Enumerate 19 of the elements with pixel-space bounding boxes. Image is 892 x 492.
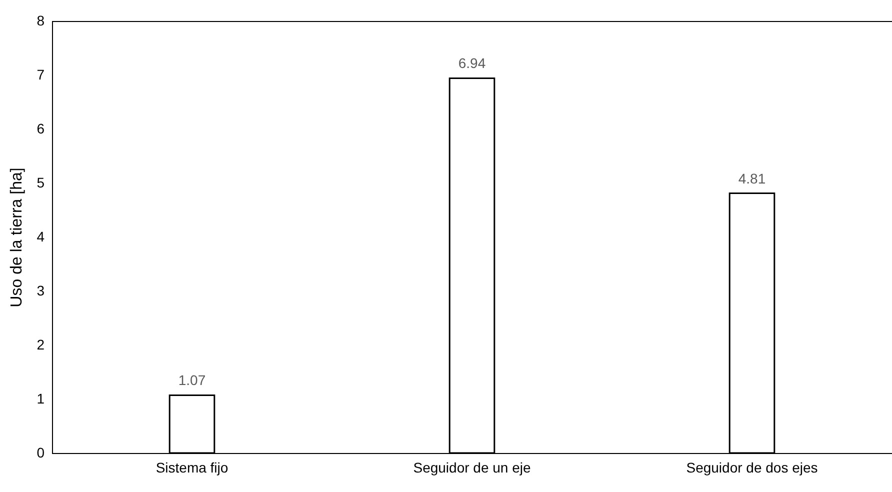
y-tick-label: 8 bbox=[36, 12, 45, 28]
y-tick-label: 3 bbox=[36, 282, 45, 298]
data-label: 1.07 bbox=[178, 372, 206, 388]
y-tick-label: 2 bbox=[36, 336, 45, 352]
x-tick-label: Seguidor de un eje bbox=[413, 460, 531, 476]
y-tick-label: 6 bbox=[36, 120, 45, 136]
data-label: 6.94 bbox=[458, 55, 486, 72]
y-tick-label: 4 bbox=[36, 228, 45, 244]
y-axis-title: Uso de la tierra [ha] bbox=[8, 168, 26, 308]
bar bbox=[448, 77, 496, 454]
bar bbox=[168, 394, 216, 454]
bar bbox=[728, 192, 776, 454]
y-tick-label: 1 bbox=[36, 390, 45, 406]
y-tick-label: 0 bbox=[36, 444, 45, 460]
y-tick-label: 5 bbox=[36, 174, 45, 190]
y-tick-label: 7 bbox=[36, 66, 45, 82]
x-tick-label: Sistema fijo bbox=[156, 460, 228, 476]
data-label: 4.81 bbox=[738, 170, 766, 186]
x-tick-label: Seguidor de dos ejes bbox=[686, 460, 818, 476]
